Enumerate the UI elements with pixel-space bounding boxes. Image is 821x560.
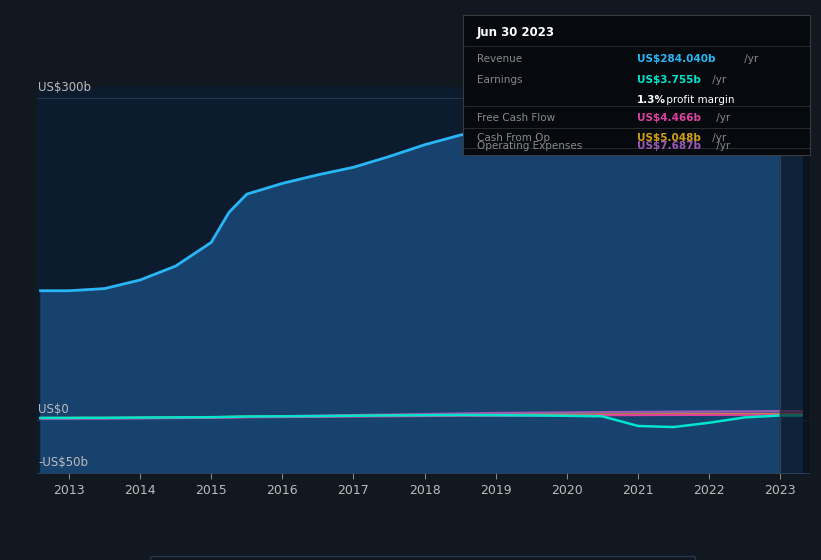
Text: Earnings: Earnings <box>477 75 522 85</box>
Text: /yr: /yr <box>741 54 758 64</box>
Text: US$0: US$0 <box>39 403 69 416</box>
Text: -US$50b: -US$50b <box>39 456 89 469</box>
Text: /yr: /yr <box>713 113 730 123</box>
Text: Free Cash Flow: Free Cash Flow <box>477 113 555 123</box>
Text: US$284.040b: US$284.040b <box>636 54 715 64</box>
Text: 1.3%: 1.3% <box>636 95 666 105</box>
Text: US$300b: US$300b <box>39 81 91 94</box>
Text: Operating Expenses: Operating Expenses <box>477 141 582 151</box>
Text: Cash From Op: Cash From Op <box>477 133 550 143</box>
Text: /yr: /yr <box>713 141 730 151</box>
Text: US$4.466b: US$4.466b <box>636 113 700 123</box>
Text: US$5.048b: US$5.048b <box>636 133 700 143</box>
Text: Jun 30 2023: Jun 30 2023 <box>477 26 555 39</box>
Text: US$7.687b: US$7.687b <box>636 141 700 151</box>
Text: /yr: /yr <box>709 75 727 85</box>
Text: profit margin: profit margin <box>663 95 734 105</box>
Text: Revenue: Revenue <box>477 54 522 64</box>
Legend: Revenue, Earnings, Free Cash Flow, Cash From Op, Operating Expenses: Revenue, Earnings, Free Cash Flow, Cash … <box>150 556 695 560</box>
Text: US$3.755b: US$3.755b <box>636 75 700 85</box>
Text: /yr: /yr <box>709 133 727 143</box>
Bar <box>780 87 809 473</box>
